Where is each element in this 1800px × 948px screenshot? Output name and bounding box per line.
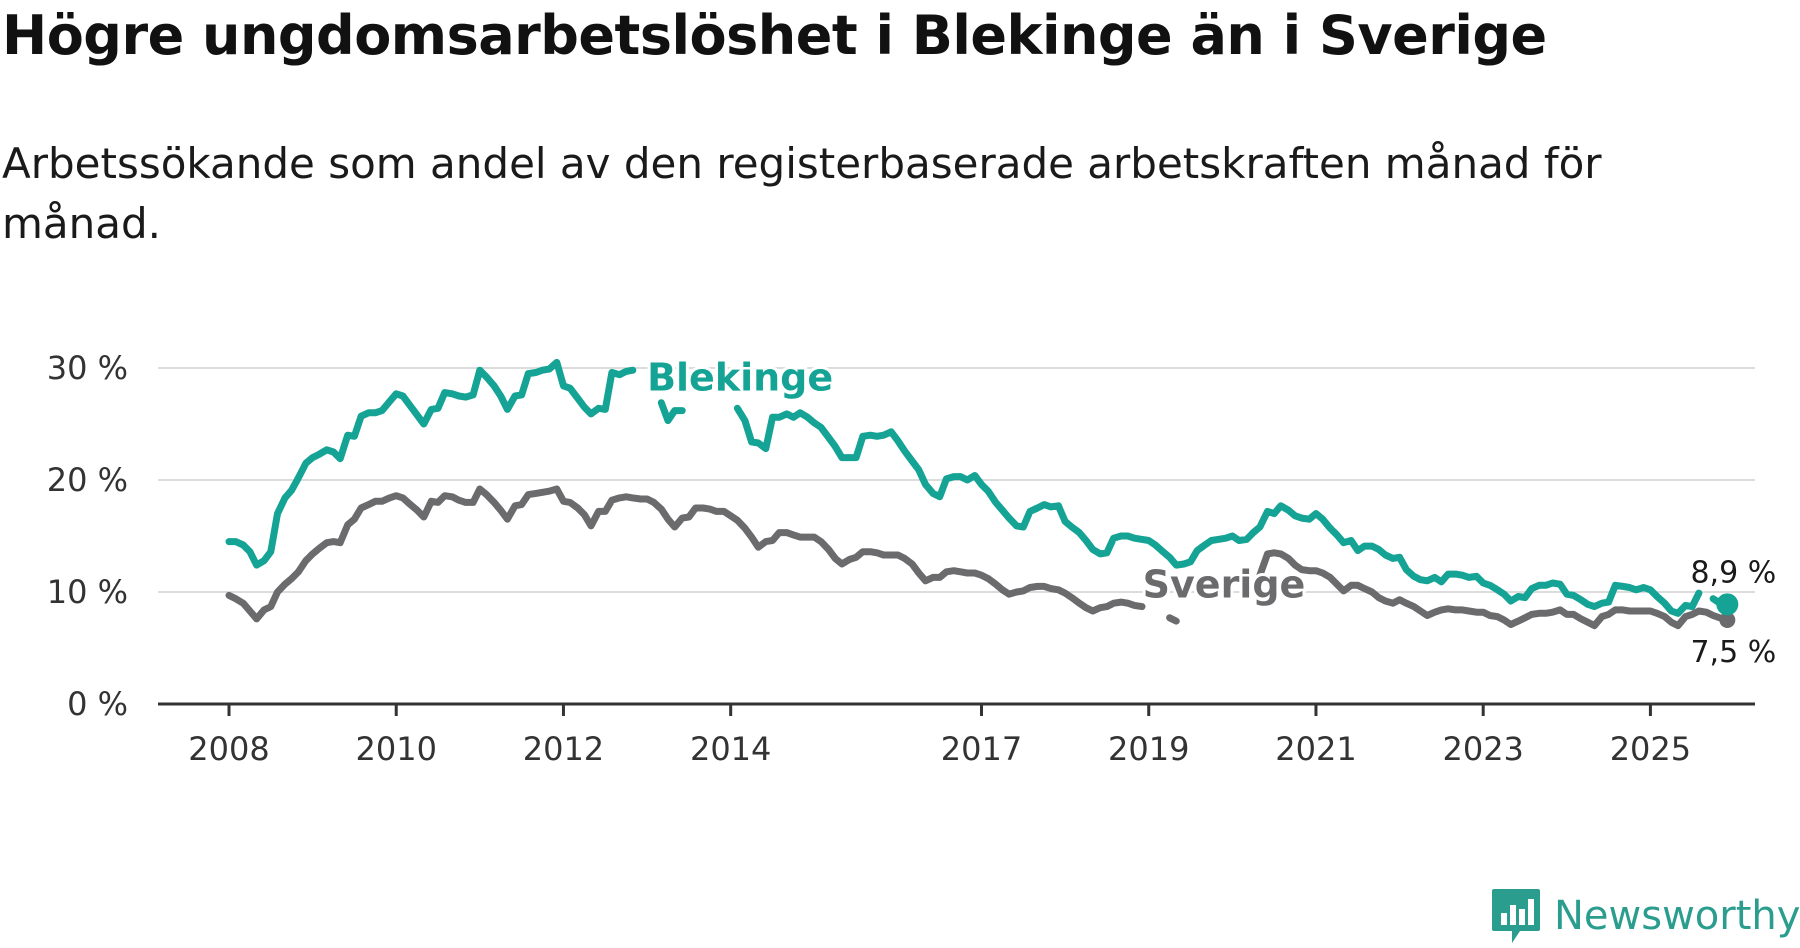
x-tick-label: 2008	[188, 730, 269, 768]
series-line-blekinge	[225, 358, 637, 569]
newsworthy-brand: Newsworthy	[1490, 886, 1800, 946]
x-tick-label: 2023	[1442, 730, 1523, 768]
series-line-sverige	[1166, 614, 1180, 625]
series-layer	[225, 358, 1739, 630]
end-point-marker-blekinge	[1716, 593, 1739, 616]
y-tick-label: 10 %	[47, 573, 128, 611]
x-tick-label: 2014	[690, 730, 771, 768]
end-value-label-blekinge: 8,9 %	[1690, 555, 1776, 590]
x-tick-label: 2021	[1275, 730, 1356, 768]
series-label-blekinge: Blekinge	[647, 355, 833, 399]
y-tick-label: 20 %	[47, 461, 128, 499]
y-tick-label: 0 %	[67, 685, 128, 723]
series-line-sverige	[1256, 549, 1731, 630]
x-tick-label: 2025	[1610, 730, 1691, 768]
series-label-sverige: Sverige	[1143, 563, 1306, 607]
end-value-label-sverige: 7,5 %	[1690, 635, 1776, 670]
x-tick-label: 2010	[356, 730, 437, 768]
x-tick-label: 2019	[1108, 730, 1189, 768]
brand-name: Newsworthy	[1554, 893, 1800, 939]
label-layer: Blekinge Sverige 8,9 % 7,5 %	[644, 352, 1779, 672]
series-line-blekinge	[733, 404, 1703, 617]
x-tick-label: 2012	[523, 730, 604, 768]
chart-title: Högre ungdomsarbetslöshet i Blekinge än …	[2, 4, 1547, 67]
newsworthy-logo-icon	[1492, 889, 1540, 943]
end-point-marker-sverige	[1719, 612, 1736, 628]
chart-subtitle: Arbetssökande som andel av den registerb…	[2, 139, 1602, 248]
x-tick-label: 2017	[941, 730, 1022, 768]
series-line-sverige	[225, 485, 1146, 623]
series-line-blekinge	[657, 399, 686, 425]
y-tick-label: 30 %	[47, 349, 128, 387]
axis-layer: 0 % 10 % 20 % 30 % 2008 2010 2012 2014 2017 2019 2…	[47, 349, 1755, 768]
